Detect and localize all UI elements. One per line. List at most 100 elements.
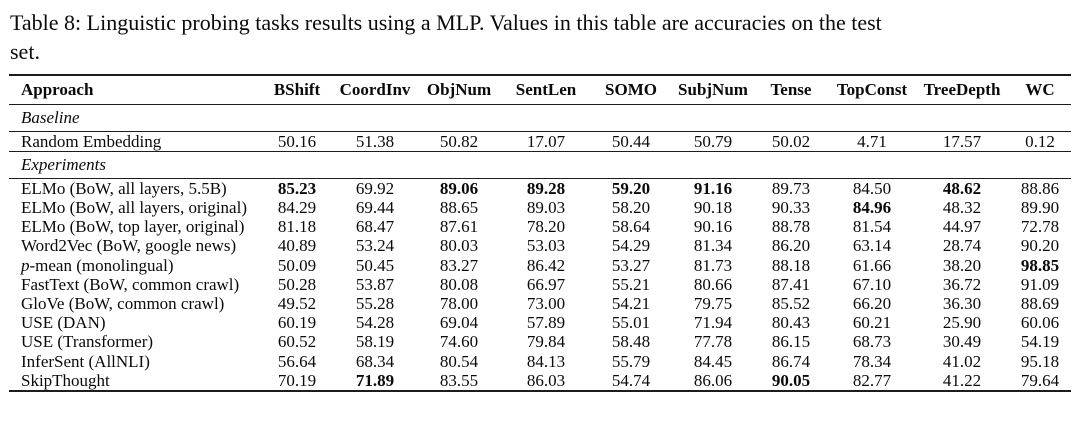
approach-cell: Random Embedding [21,131,162,151]
value-cell: 28.74 [942,236,982,256]
table-caption-line1: Table 8: Linguistic probing tasks result… [10,10,882,35]
value-cell: 50.45 [355,255,395,275]
value-cell: 68.34 [355,351,395,371]
value-cell: 55.21 [611,274,651,294]
column-header-somo: SOMO [589,75,673,105]
value-cell: 49.52 [277,293,317,313]
section-label: Baseline [9,103,1071,132]
value-cell: 17.07 [526,131,566,151]
value-cell: 87.61 [439,217,479,237]
value-cell: 73.00 [526,293,566,313]
approach-cell: ELMo (BoW, all layers, 5.5B) [21,178,227,198]
value-cell: 88.18 [771,255,811,275]
value-cell: 81.34 [693,236,733,256]
value-cell: 90.18 [693,197,733,217]
value-cell: 89.28 [526,178,566,198]
value-cell: 55.01 [611,313,651,333]
value-cell: 50.16 [277,131,317,151]
results-table: Approach BShift CoordInv ObjNum SentLen SOMO S… [9,74,1071,392]
value-cell: 50.44 [611,131,651,151]
value-cell: 58.19 [355,332,395,352]
value-cell: 79.64 [1020,370,1060,390]
value-cell: 86.74 [771,351,811,371]
value-cell: 51.38 [355,131,395,151]
value-cell: 54.21 [611,293,651,313]
value-cell: 60.21 [852,313,892,333]
value-cell: 36.72 [942,274,982,294]
value-cell: 58.48 [611,332,651,352]
value-cell: 83.55 [439,370,479,390]
approach-cell: ELMo (BoW, all layers, original) [21,197,247,217]
value-cell: 84.13 [526,351,566,371]
table-row: ELMo (BoW, all layers, original) 84.29 69.… [9,198,1071,217]
value-cell: 48.62 [942,178,982,198]
value-cell: 69.44 [355,197,395,217]
paper-page: Table 8: Linguistic probing tasks result… [9,10,1071,392]
value-cell: 89.90 [1020,197,1060,217]
value-cell: 66.20 [852,293,892,313]
value-cell: 71.94 [693,313,733,333]
value-cell: 48.32 [942,197,982,217]
value-cell: 17.57 [942,131,982,151]
value-cell: 41.02 [942,351,982,371]
section-row: Experiments [9,150,1071,179]
value-cell: 79.84 [526,332,566,352]
value-cell: 84.45 [693,351,733,371]
column-header-wc: WC [1009,75,1071,105]
value-cell: 81.73 [693,255,733,275]
value-cell: 77.78 [693,332,733,352]
value-cell: 4.71 [857,131,887,151]
table-row: GloVe (BoW, common crawl) 49.52 55.28 78.00… [9,294,1071,313]
value-cell: 69.04 [439,313,479,333]
value-cell: 86.15 [771,332,811,352]
value-cell: 80.54 [439,351,479,371]
value-cell: 60.19 [277,313,317,333]
value-cell: 61.66 [852,255,892,275]
table-row: SkipThought 70.19 71.89 83.55 86.03 54.74 86.0… [9,371,1071,391]
value-cell: 88.65 [439,197,479,217]
value-cell: 53.03 [526,236,566,256]
approach-cell: FastText (BoW, common crawl) [21,274,240,294]
value-cell: 54.29 [611,236,651,256]
header-row: Approach BShift CoordInv ObjNum SentLen SOMO S… [9,75,1071,105]
column-header-treedepth: TreeDepth [915,75,1009,105]
value-cell: 36.30 [942,293,982,313]
value-cell: 89.06 [439,178,479,198]
value-cell: 59.20 [611,178,651,198]
section-row: Baseline [9,103,1071,132]
value-cell: 80.08 [439,274,479,294]
table-row: FastText (BoW, common crawl) 50.28 53.87 80… [9,275,1071,294]
value-cell: 60.52 [277,332,317,352]
column-header-approach: Approach [9,75,259,105]
value-cell: 50.09 [277,255,317,275]
value-cell: 90.16 [693,217,733,237]
value-cell: 88.78 [771,217,811,237]
approach-cell: ELMo (BoW, top layer, original) [21,217,245,237]
approach-cell: InferSent (AllNLI) [21,351,150,371]
value-cell: 84.29 [277,197,317,217]
approach-cell: Word2Vec (BoW, google news) [21,236,237,256]
approach-cell: SkipThought [21,370,110,390]
value-cell: 55.79 [611,351,651,371]
table-row: USE (DAN) 60.19 54.28 69.04 57.89 55.01 71.94 8… [9,313,1071,332]
value-cell: 98.85 [1020,255,1060,275]
value-cell: 86.20 [771,236,811,256]
value-cell: 80.03 [439,236,479,256]
table-row: Word2Vec (BoW, google news) 40.89 53.24 80.… [9,236,1071,255]
value-cell: 66.97 [526,274,566,294]
table-row: Random Embedding 50.16 51.38 50.82 17.07 50.4… [9,131,1071,151]
column-header-coordinv: CoordInv [335,75,415,105]
value-cell: 88.69 [1020,293,1060,313]
value-cell: 57.89 [526,313,566,333]
value-cell: 78.00 [439,293,479,313]
value-cell: 86.06 [693,370,733,390]
value-cell: 91.09 [1020,274,1060,294]
value-cell: 58.64 [611,217,651,237]
value-cell: 84.96 [852,197,892,217]
value-cell: 81.54 [852,217,892,237]
value-cell: 68.47 [355,217,395,237]
value-cell: 74.60 [439,332,479,352]
value-cell: 67.10 [852,274,892,294]
value-cell: 44.97 [942,217,982,237]
value-cell: 25.90 [942,313,982,333]
